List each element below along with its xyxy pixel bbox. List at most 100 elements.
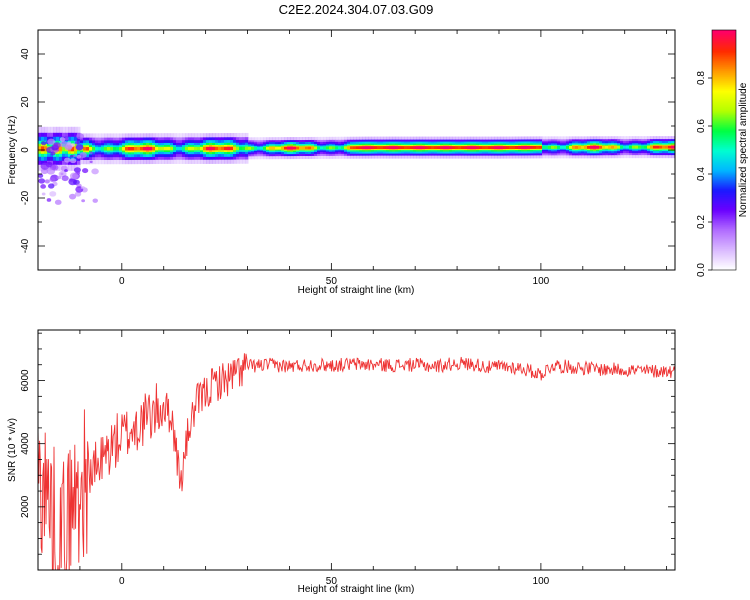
heatmap-cell: [452, 146, 456, 150]
colorbar-cell: [712, 224, 736, 227]
heatmap-cell: [548, 145, 552, 149]
y-tick-label: -20: [20, 190, 31, 205]
heatmap-cell: [134, 146, 138, 151]
x-tick-label: 100: [533, 276, 550, 287]
heatmap-cell: [281, 146, 285, 150]
heatmap-cell: [44, 179, 50, 184]
colorbar-cell: [712, 30, 736, 33]
heatmap-cell: [68, 178, 77, 186]
heatmap-cell: [389, 146, 393, 150]
colorbar-cell: [712, 88, 736, 91]
heatmap-cell: [611, 145, 615, 149]
heatmap-cell: [91, 168, 99, 175]
colorbar-cell: [712, 66, 736, 69]
heatmap-cell: [66, 141, 71, 145]
heatmap-cell: [461, 146, 465, 150]
colorbar-cell: [712, 138, 736, 141]
heatmap-cell: [404, 146, 408, 150]
heatmap-cell: [64, 144, 73, 151]
colorbar-cell: [712, 58, 736, 61]
colorbar-cell: [712, 62, 736, 65]
colorbar-cell: [712, 230, 736, 233]
heatmap-cell: [122, 147, 126, 151]
heatmap-cell: [104, 147, 108, 151]
heatmap-cell: [596, 145, 600, 149]
heatmap-cell: [434, 146, 438, 150]
heatmap-cell: [54, 199, 62, 205]
y-tick-label: -40: [20, 238, 31, 253]
colorbar-cell: [712, 76, 736, 79]
colorbar-cell: [712, 150, 736, 153]
heatmap-cell: [431, 146, 435, 150]
heatmap-cell: [287, 146, 291, 150]
heatmap-cell: [575, 145, 579, 149]
colorbar-cell: [712, 238, 736, 241]
heatmap-cell: [644, 145, 648, 149]
heatmap-cell: [260, 146, 264, 150]
colorbar-tick-label: 0.8: [696, 71, 707, 85]
colorbar-cell: [712, 242, 736, 245]
heatmap-cell: [107, 147, 111, 151]
colorbar-cell: [712, 154, 736, 157]
colorbar-cell: [712, 178, 736, 181]
heatmap-cell: [49, 177, 56, 182]
heatmap-cell: [635, 145, 639, 149]
heatmap-cell: [56, 175, 62, 180]
heatmap-cell: [38, 146, 42, 152]
y-tick-label: 6000: [20, 369, 31, 392]
heatmap-cell: [359, 146, 363, 150]
heatmap-cell: [75, 144, 84, 151]
heatmap-cell: [566, 145, 570, 149]
colorbar-cell: [712, 236, 736, 239]
colorbar-cell: [712, 104, 736, 107]
spectrogram-x-axis-label: Height of straight line (km): [298, 285, 415, 296]
heatmap-cell: [191, 146, 195, 151]
heatmap-cell: [167, 146, 171, 151]
heatmap-cell: [311, 146, 315, 150]
heatmap-cell: [119, 147, 123, 151]
heatmap-cell: [95, 147, 99, 151]
heatmap-cell: [101, 147, 105, 151]
y-tick-label: 0: [20, 147, 31, 153]
colorbar-cell: [712, 226, 736, 229]
heatmap-cell: [143, 146, 147, 151]
heatmap-cell: [623, 145, 627, 149]
heatmap-cell: [308, 146, 312, 150]
colorbar-cell: [712, 250, 736, 253]
heatmap-cell: [488, 146, 492, 150]
colorbar-cell: [712, 256, 736, 259]
heatmap-cell: [242, 146, 246, 151]
heatmap-cell: [76, 155, 82, 159]
chart-title: C2E2.2024.304.07.03.G09: [279, 2, 434, 17]
heatmap-cell: [320, 146, 324, 150]
heatmap-cell: [614, 145, 618, 149]
colorbar-cell: [712, 140, 736, 143]
heatmap-cell: [137, 146, 141, 151]
heatmap-cell: [671, 145, 675, 149]
heatmap-cell: [383, 146, 387, 150]
colorbar-cell: [712, 254, 736, 257]
heatmap-cell: [401, 146, 405, 150]
colorbar-gradient: [712, 30, 736, 271]
colorbar-cell: [712, 162, 736, 165]
heatmap-cell: [419, 146, 423, 150]
heatmap-cell: [533, 145, 537, 149]
heatmap-cell: [512, 146, 516, 150]
heatmap-cell: [347, 146, 351, 150]
heatmap-cell: [599, 145, 603, 149]
heatmap-cell: [593, 145, 597, 149]
heatmap-cell: [344, 146, 348, 150]
colorbar-cell: [712, 170, 736, 173]
heatmap-cell: [428, 146, 432, 150]
heatmap-cell: [64, 157, 71, 163]
heatmap-cell: [164, 146, 168, 151]
colorbar-cell: [712, 46, 736, 49]
heatmap-cell: [227, 146, 231, 151]
heatmap-cell: [236, 146, 240, 151]
heatmap-cell: [50, 151, 56, 156]
colorbar-cell: [712, 86, 736, 89]
heatmap-cell: [89, 160, 93, 164]
heatmap-cell: [626, 145, 630, 149]
heatmap-cell: [392, 146, 396, 150]
heatmap-cell: [86, 147, 90, 151]
